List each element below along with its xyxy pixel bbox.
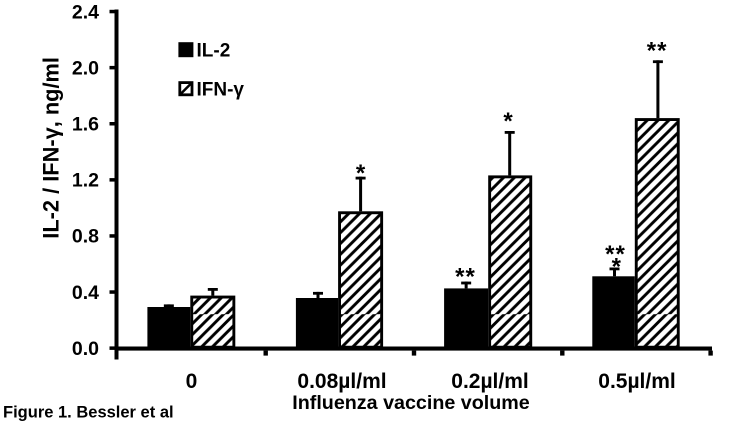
svg-text:0.8: 0.8 xyxy=(72,226,99,248)
svg-text:2.0: 2.0 xyxy=(72,57,99,79)
svg-text:0.4: 0.4 xyxy=(72,282,99,304)
svg-text:*: * xyxy=(503,108,513,135)
svg-text:0: 0 xyxy=(186,370,198,393)
svg-text:**: ** xyxy=(455,264,476,291)
svg-text:IL-2: IL-2 xyxy=(197,41,231,62)
svg-text:0.0: 0.0 xyxy=(72,338,99,360)
svg-text:1.2: 1.2 xyxy=(72,170,99,192)
svg-text:Influenza vaccine volume: Influenza vaccine volume xyxy=(292,392,529,414)
svg-text:0.2µl/ml: 0.2µl/ml xyxy=(451,370,528,393)
svg-text:1.6: 1.6 xyxy=(72,114,99,136)
svg-text:IL-2 / IFN-γ, ng/ml: IL-2 / IFN-γ, ng/ml xyxy=(38,57,63,239)
svg-text:*: * xyxy=(356,160,366,187)
svg-text:**: ** xyxy=(605,241,626,268)
svg-text:0.08µl/ml: 0.08µl/ml xyxy=(297,370,386,393)
svg-text:*: * xyxy=(612,254,622,281)
svg-text:0.5µl/ml: 0.5µl/ml xyxy=(598,370,675,393)
svg-text:2.4: 2.4 xyxy=(72,1,99,23)
svg-text:Figure 1. Bessler et al: Figure 1. Bessler et al xyxy=(3,404,174,422)
svg-text:IFN-γ: IFN-γ xyxy=(197,80,245,101)
svg-text:**: ** xyxy=(647,37,668,64)
